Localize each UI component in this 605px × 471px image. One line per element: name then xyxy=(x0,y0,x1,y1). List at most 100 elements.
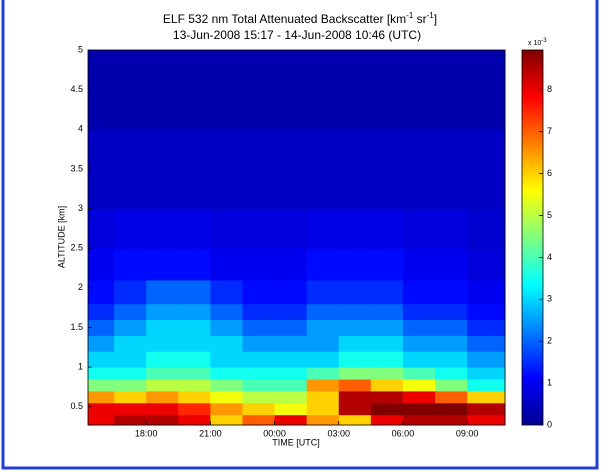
heatmap-cell xyxy=(338,129,372,210)
heatmap-cell xyxy=(306,319,340,336)
heatmap-cell xyxy=(306,390,340,404)
heatmap-cell xyxy=(114,335,147,352)
heatmap-cell xyxy=(146,319,179,336)
heatmap-cell xyxy=(402,50,436,130)
heatmap-cell xyxy=(274,208,308,249)
heatmap-cell xyxy=(178,208,211,249)
heatmap-cell xyxy=(435,414,468,426)
heatmap-cell xyxy=(467,351,506,368)
colorbar-tick-label: 5 xyxy=(547,210,552,220)
heatmap-cell xyxy=(210,319,243,336)
heatmap-cell xyxy=(88,248,115,281)
y-tick-label: 4 xyxy=(78,124,83,134)
heatmap-cell xyxy=(467,367,506,380)
heatmap-cell xyxy=(274,319,308,336)
y-tick-label: 4.5 xyxy=(70,84,83,94)
heatmap-cell xyxy=(467,248,506,281)
colorbar-tick-label: 4 xyxy=(547,252,552,262)
heatmap-cell xyxy=(146,208,179,249)
heatmap-cell xyxy=(338,208,372,249)
heatmap-cell xyxy=(242,319,276,336)
title-sup: -1 xyxy=(406,11,414,20)
x-tick-label: 18:00 xyxy=(135,428,158,438)
heatmap-cell xyxy=(370,319,404,336)
title-part: ELF 532 nm Total Attenuated Backscatter … xyxy=(163,12,406,26)
heatmap-cell xyxy=(467,279,506,305)
heatmap-cell xyxy=(114,208,147,249)
heatmap-cell xyxy=(146,303,179,321)
heatmap-cell xyxy=(242,208,276,249)
heatmap-cell xyxy=(274,50,308,130)
heatmap-cell xyxy=(210,129,243,210)
heatmap-cell xyxy=(274,303,308,321)
multiplier-exp: -3 xyxy=(541,38,547,44)
heatmap-cell xyxy=(435,50,468,130)
heatmap-cell xyxy=(242,50,276,130)
heatmap-cell xyxy=(210,379,243,392)
heatmap-cell xyxy=(114,402,147,416)
x-axis-label: TIME [UTC] xyxy=(272,437,320,447)
heatmap-cell xyxy=(467,335,506,352)
heatmap-cell xyxy=(178,379,211,392)
heatmap-cell xyxy=(402,402,436,416)
colorbar-tick-label: 0 xyxy=(547,419,552,429)
heatmap-cell xyxy=(114,379,147,392)
heatmap-cell xyxy=(242,414,276,426)
heatmap-cell xyxy=(274,402,308,416)
heatmap-cell xyxy=(338,303,372,321)
heatmap-cell xyxy=(242,303,276,321)
heatmap-cell xyxy=(114,319,147,336)
heatmap-cell xyxy=(402,279,436,305)
heatmap-cell xyxy=(274,379,308,392)
heatmap-cell xyxy=(210,351,243,368)
heatmap-cell xyxy=(146,248,179,281)
heatmap-cell xyxy=(242,129,276,210)
heatmap-cell xyxy=(274,390,308,404)
y-axis-label: ALTITUDE [km] xyxy=(56,206,66,268)
heatmap-cell xyxy=(370,402,404,416)
heatmap-cell xyxy=(435,248,468,281)
heatmap-cell xyxy=(370,50,404,130)
heatmap-cell xyxy=(306,303,340,321)
heatmap-cell xyxy=(114,351,147,368)
heatmap-cell xyxy=(274,279,308,305)
heatmap-cell xyxy=(146,390,179,404)
heatmap-cell xyxy=(338,402,372,416)
heatmap-cell xyxy=(114,129,147,210)
heatmap-cell xyxy=(242,351,276,368)
heatmap-cell xyxy=(370,367,404,380)
heatmap-cell xyxy=(88,50,115,130)
heatmap-cell xyxy=(467,414,506,426)
heatmap-cell xyxy=(370,379,404,392)
heatmap-cell xyxy=(178,367,211,380)
heatmap-cell xyxy=(467,319,506,336)
heatmap-cell xyxy=(242,367,276,380)
colorbar-tick-label: 2 xyxy=(547,336,552,346)
heatmap-cell xyxy=(88,208,115,249)
heatmap-cell xyxy=(370,390,404,404)
heatmap-cell xyxy=(210,279,243,305)
heatmap-cell xyxy=(306,248,340,281)
heatmap-cell xyxy=(210,248,243,281)
x-tick-label: 03:00 xyxy=(327,428,350,438)
heatmap-cell xyxy=(88,129,115,210)
heatmap-cell xyxy=(242,402,276,416)
colorbar xyxy=(521,49,544,426)
title-part: sr xyxy=(413,12,426,26)
heatmap-cell xyxy=(467,303,506,321)
heatmap-cell xyxy=(370,414,404,426)
heatmap-cell xyxy=(146,129,179,210)
heatmap-cell xyxy=(402,319,436,336)
heatmap-cell xyxy=(242,248,276,281)
y-tick-label: 3.5 xyxy=(70,163,83,173)
x-tick-label: 21:00 xyxy=(199,428,222,438)
heatmap-cell xyxy=(274,351,308,368)
heatmap-cell xyxy=(467,129,506,210)
heatmap-cell xyxy=(402,335,436,352)
heatmap-cell xyxy=(114,303,147,321)
heatmap-cell xyxy=(274,414,308,426)
heatmap-cell xyxy=(88,402,115,416)
heatmap xyxy=(88,50,506,426)
multiplier-text: x 10 xyxy=(528,40,541,47)
